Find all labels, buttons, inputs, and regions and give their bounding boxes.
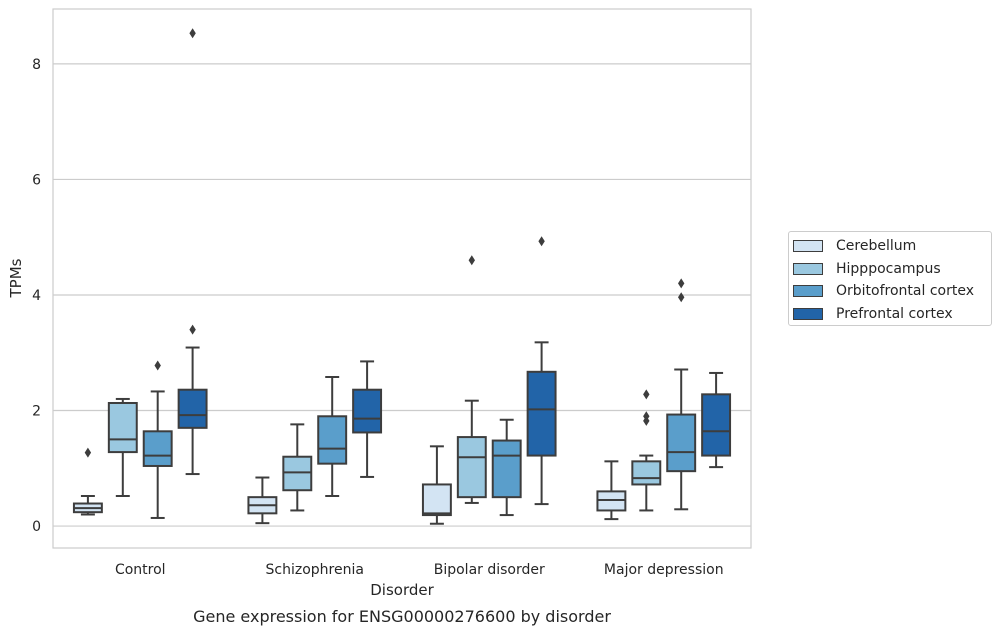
y-tick-label: 2 bbox=[32, 404, 41, 420]
box-group bbox=[666, 278, 697, 511]
legend-label: Hipppocampus bbox=[836, 260, 941, 277]
x-tick-labels: Control Schizophrenia Bipolar disorder Majo… bbox=[115, 562, 724, 578]
box bbox=[701, 393, 732, 457]
legend-item: Prefrontal cortex bbox=[789, 303, 991, 326]
box-group bbox=[317, 375, 348, 498]
outlier-point bbox=[538, 236, 545, 247]
plot-frame bbox=[52, 8, 752, 549]
box bbox=[456, 436, 487, 499]
box bbox=[317, 415, 348, 465]
box-group bbox=[352, 360, 383, 478]
box bbox=[107, 401, 138, 454]
box-group bbox=[596, 460, 627, 521]
outlier-point bbox=[643, 389, 650, 400]
legend-swatch bbox=[793, 240, 823, 253]
box-group bbox=[491, 418, 522, 517]
y-axis-title: TPMs bbox=[7, 258, 25, 298]
outlier-point bbox=[189, 324, 196, 335]
box bbox=[666, 413, 697, 473]
outlier-point bbox=[154, 360, 161, 371]
legend-label: Cerebellum bbox=[836, 238, 917, 255]
legend-item: Cerebellum bbox=[789, 235, 991, 258]
x-tick-label: Schizophrenia bbox=[266, 562, 364, 578]
x-tick-label: Major depression bbox=[604, 562, 724, 578]
box bbox=[526, 370, 557, 457]
box-group bbox=[107, 397, 138, 498]
legend-item: Orbitofrontal cortex bbox=[789, 280, 991, 303]
box-group bbox=[177, 28, 208, 476]
box-group bbox=[421, 445, 452, 525]
box-group bbox=[282, 423, 313, 512]
legend-item: Hipppocampus bbox=[789, 258, 991, 281]
box-group bbox=[631, 389, 662, 512]
x-tick-label: Bipolar disorder bbox=[434, 562, 545, 578]
legend-label: Prefrontal cortex bbox=[836, 305, 953, 322]
legend-swatch bbox=[793, 262, 823, 275]
legend-swatch bbox=[793, 307, 823, 320]
outlier-point bbox=[189, 28, 196, 39]
outlier-point bbox=[84, 447, 92, 458]
box-group bbox=[142, 360, 173, 519]
outlier-point bbox=[678, 278, 685, 289]
box-group bbox=[247, 476, 278, 525]
y-tick-label: 8 bbox=[32, 57, 41, 73]
legend-swatch bbox=[793, 285, 823, 298]
legend-label: Orbitofrontal cortex bbox=[836, 283, 974, 300]
box-group bbox=[456, 255, 487, 504]
y-tick-label: 4 bbox=[32, 288, 41, 304]
box bbox=[421, 483, 452, 517]
outlier-point bbox=[468, 255, 475, 266]
box bbox=[142, 430, 173, 467]
y-tick-label: 0 bbox=[32, 519, 41, 535]
x-axis-title: Disorder bbox=[370, 581, 434, 599]
y-tick-labels: 0 2 4 6 8 bbox=[32, 57, 41, 535]
box bbox=[282, 455, 313, 492]
x-tick-label: Control bbox=[115, 562, 166, 578]
outlier-point bbox=[678, 292, 685, 303]
box-group bbox=[526, 236, 557, 506]
legend: Cerebellum Hipppocampus Orbitofrontal cort… bbox=[788, 231, 992, 326]
box bbox=[352, 388, 383, 434]
chart-caption: Gene expression for ENSG00000276600 by d… bbox=[193, 607, 611, 626]
box-group bbox=[701, 371, 732, 469]
box bbox=[631, 460, 662, 486]
box-group bbox=[72, 447, 103, 516]
outlier-point bbox=[643, 411, 650, 422]
gridlines bbox=[53, 63, 751, 527]
box bbox=[491, 439, 522, 499]
box bbox=[177, 388, 208, 429]
y-tick-label: 6 bbox=[32, 172, 41, 188]
box-plot-area bbox=[72, 28, 732, 525]
